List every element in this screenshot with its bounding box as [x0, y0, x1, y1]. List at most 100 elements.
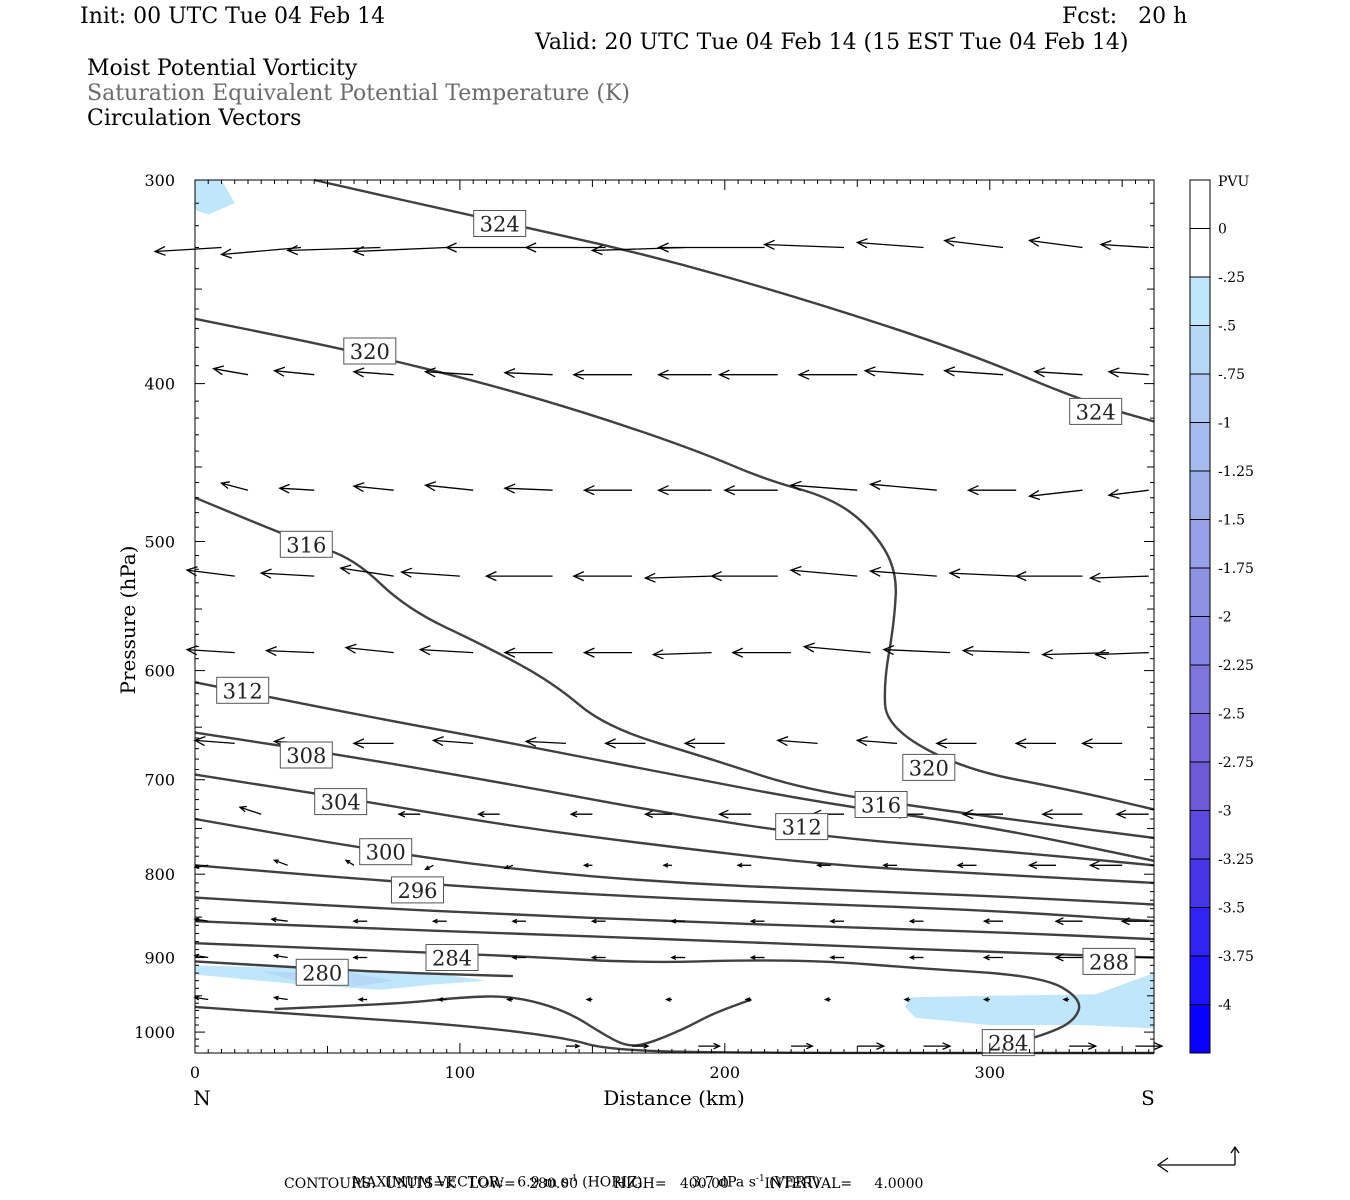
colorbar-label-16: -4	[1218, 998, 1232, 1014]
circulation-vector-123	[829, 955, 844, 960]
colorbar-label-13: -3.25	[1218, 852, 1254, 868]
circulation-vector-0	[153, 245, 222, 256]
y-tick-label-1000: 1000	[134, 1023, 175, 1042]
circulation-vector-100	[1027, 861, 1056, 870]
init-time: Init: 00 UTC Tue 04 Feb 14	[80, 4, 386, 29]
contour-316-4	[194, 496, 1155, 840]
circulation-vector-19	[657, 369, 712, 380]
colorbar-swatch-11	[1190, 713, 1210, 762]
circulation-vector-112	[982, 918, 1003, 925]
colorbar-label-6: -1.5	[1218, 513, 1245, 529]
circulation-vector-72	[776, 735, 818, 747]
circulation-vector-70	[604, 738, 646, 749]
max-horiz-unit: (HORIZ)	[577, 1174, 643, 1191]
circulation-vector-140	[565, 1043, 581, 1049]
horiz-exponent: -1	[568, 1174, 578, 1184]
plot-frame	[194, 179, 1155, 1054]
colorbar-label-4: -1	[1218, 416, 1232, 432]
circulation-vector-18	[572, 369, 633, 380]
contour-288-13	[194, 920, 1155, 959]
contour-label-324-0: 324	[473, 210, 527, 237]
circulation-vector-117	[352, 955, 368, 960]
colorbar-swatch-15	[1190, 907, 1210, 956]
circulation-vector-58	[651, 649, 712, 660]
vector-layer	[153, 236, 1164, 1050]
circulation-vector-31	[582, 485, 633, 496]
contour-label-312-6: 312	[216, 676, 270, 704]
contour-label-284-14: 284	[425, 944, 479, 971]
circulation-vector-23	[943, 366, 1004, 377]
circulation-vector-110	[829, 918, 844, 924]
circulation-vector-35	[868, 479, 937, 491]
field-title-mpv: Moist Potential Vorticity	[87, 56, 358, 81]
contour-label-288-13: 288	[1082, 947, 1136, 975]
circulation-vector-137	[903, 997, 911, 1002]
colorbar-swatch-9	[1190, 616, 1210, 665]
colorbar-label-15: -3.75	[1218, 949, 1254, 965]
circulation-vector-142	[698, 1042, 722, 1050]
circulation-vector-94	[582, 862, 593, 868]
circulation-vector-120	[590, 955, 606, 960]
circulation-vector-69	[524, 736, 566, 747]
circulation-vector-49	[948, 568, 1017, 579]
svg-text:288: 288	[1089, 950, 1129, 974]
x-tick-label-200: 200	[710, 1063, 741, 1082]
circulation-vector-67	[352, 738, 394, 749]
colorbar-label-5: -1.25	[1218, 464, 1254, 480]
circulation-vector-93	[503, 864, 514, 870]
contour-label-280-16: 280	[295, 958, 349, 986]
colorbar-label-9: -2.25	[1218, 658, 1254, 674]
circulation-vector-56	[503, 647, 553, 658]
svg-text:320: 320	[909, 756, 949, 780]
axis-ticks	[194, 179, 1154, 1054]
x-axis-label: Distance (km)	[603, 1086, 745, 1110]
circulation-vector-27	[278, 483, 315, 494]
max-vert-value: 3.7 dPa s	[691, 1174, 756, 1191]
colorbar-label-12: -3	[1218, 804, 1232, 820]
circulation-vector-88	[1115, 809, 1149, 819]
circulation-vector-12	[1099, 239, 1149, 251]
circulation-vector-74	[935, 738, 977, 749]
circulation-vector-104	[352, 918, 368, 924]
circulation-vector-13	[211, 365, 249, 376]
contour-312-6	[194, 681, 1155, 862]
circulation-vector-116	[272, 953, 288, 959]
y-tick-label-800: 800	[144, 865, 175, 884]
circulation-vector-90	[273, 859, 288, 866]
colorbar-swatch-5	[1190, 422, 1210, 471]
colorbar-label-2: -.5	[1218, 319, 1236, 335]
colorbar-swatch-1	[1190, 228, 1210, 277]
circulation-vector-99	[956, 862, 977, 869]
contour-label-300-10: 300	[359, 838, 413, 866]
colorbar-swatch-6	[1190, 471, 1210, 520]
svg-text:284: 284	[432, 947, 472, 971]
circulation-vector-71	[683, 738, 725, 749]
circulation-vector-9	[855, 238, 924, 249]
contour-276-18	[194, 1005, 1154, 1055]
pv-fill-region-0	[195, 180, 235, 215]
circulation-vector-41	[339, 564, 394, 577]
circulation-vector-130	[357, 997, 368, 1002]
contour-320-2	[194, 317, 1155, 811]
field-title-vectors: Circulation Vectors	[87, 106, 302, 131]
contour-label-312-7: 312	[775, 813, 829, 841]
circulation-vector-51	[1088, 572, 1149, 583]
circulation-vector-138	[982, 997, 990, 1002]
svg-text:320: 320	[350, 340, 390, 364]
svg-text:312: 312	[223, 679, 263, 703]
y-tick-label-400: 400	[144, 375, 175, 394]
circulation-vector-135	[744, 997, 752, 1002]
contour-label-296-11: 296	[391, 876, 444, 904]
colorbar-swatch-7	[1190, 519, 1210, 568]
circulation-vector-53	[264, 645, 315, 657]
contour-label-304-9: 304	[314, 788, 368, 816]
svg-text:316: 316	[286, 533, 326, 557]
colorbar-swatch-14	[1190, 859, 1210, 908]
circulation-vector-16	[423, 367, 474, 378]
colorbar-swatch-16	[1190, 956, 1210, 1005]
circulation-vector-95	[662, 862, 672, 868]
circulation-vector-40	[259, 568, 315, 579]
circulation-vector-60	[802, 642, 871, 654]
y-tick-label-700: 700	[144, 771, 175, 790]
circulation-vector-77	[238, 805, 262, 815]
